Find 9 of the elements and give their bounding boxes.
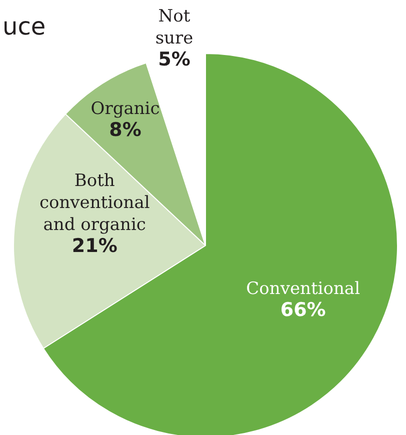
chart-title: uce bbox=[2, 12, 46, 40]
slice-label: Organic bbox=[90, 99, 160, 120]
data-label: 66% bbox=[280, 299, 326, 322]
slice-label: Conventional bbox=[246, 279, 360, 300]
slice-label: Both conventional and organic bbox=[39, 171, 150, 236]
slice-label: Not sure bbox=[155, 6, 194, 48]
data-label: 8% bbox=[109, 119, 142, 142]
data-label: 21% bbox=[72, 235, 118, 258]
data-label: 5% bbox=[158, 48, 190, 70]
